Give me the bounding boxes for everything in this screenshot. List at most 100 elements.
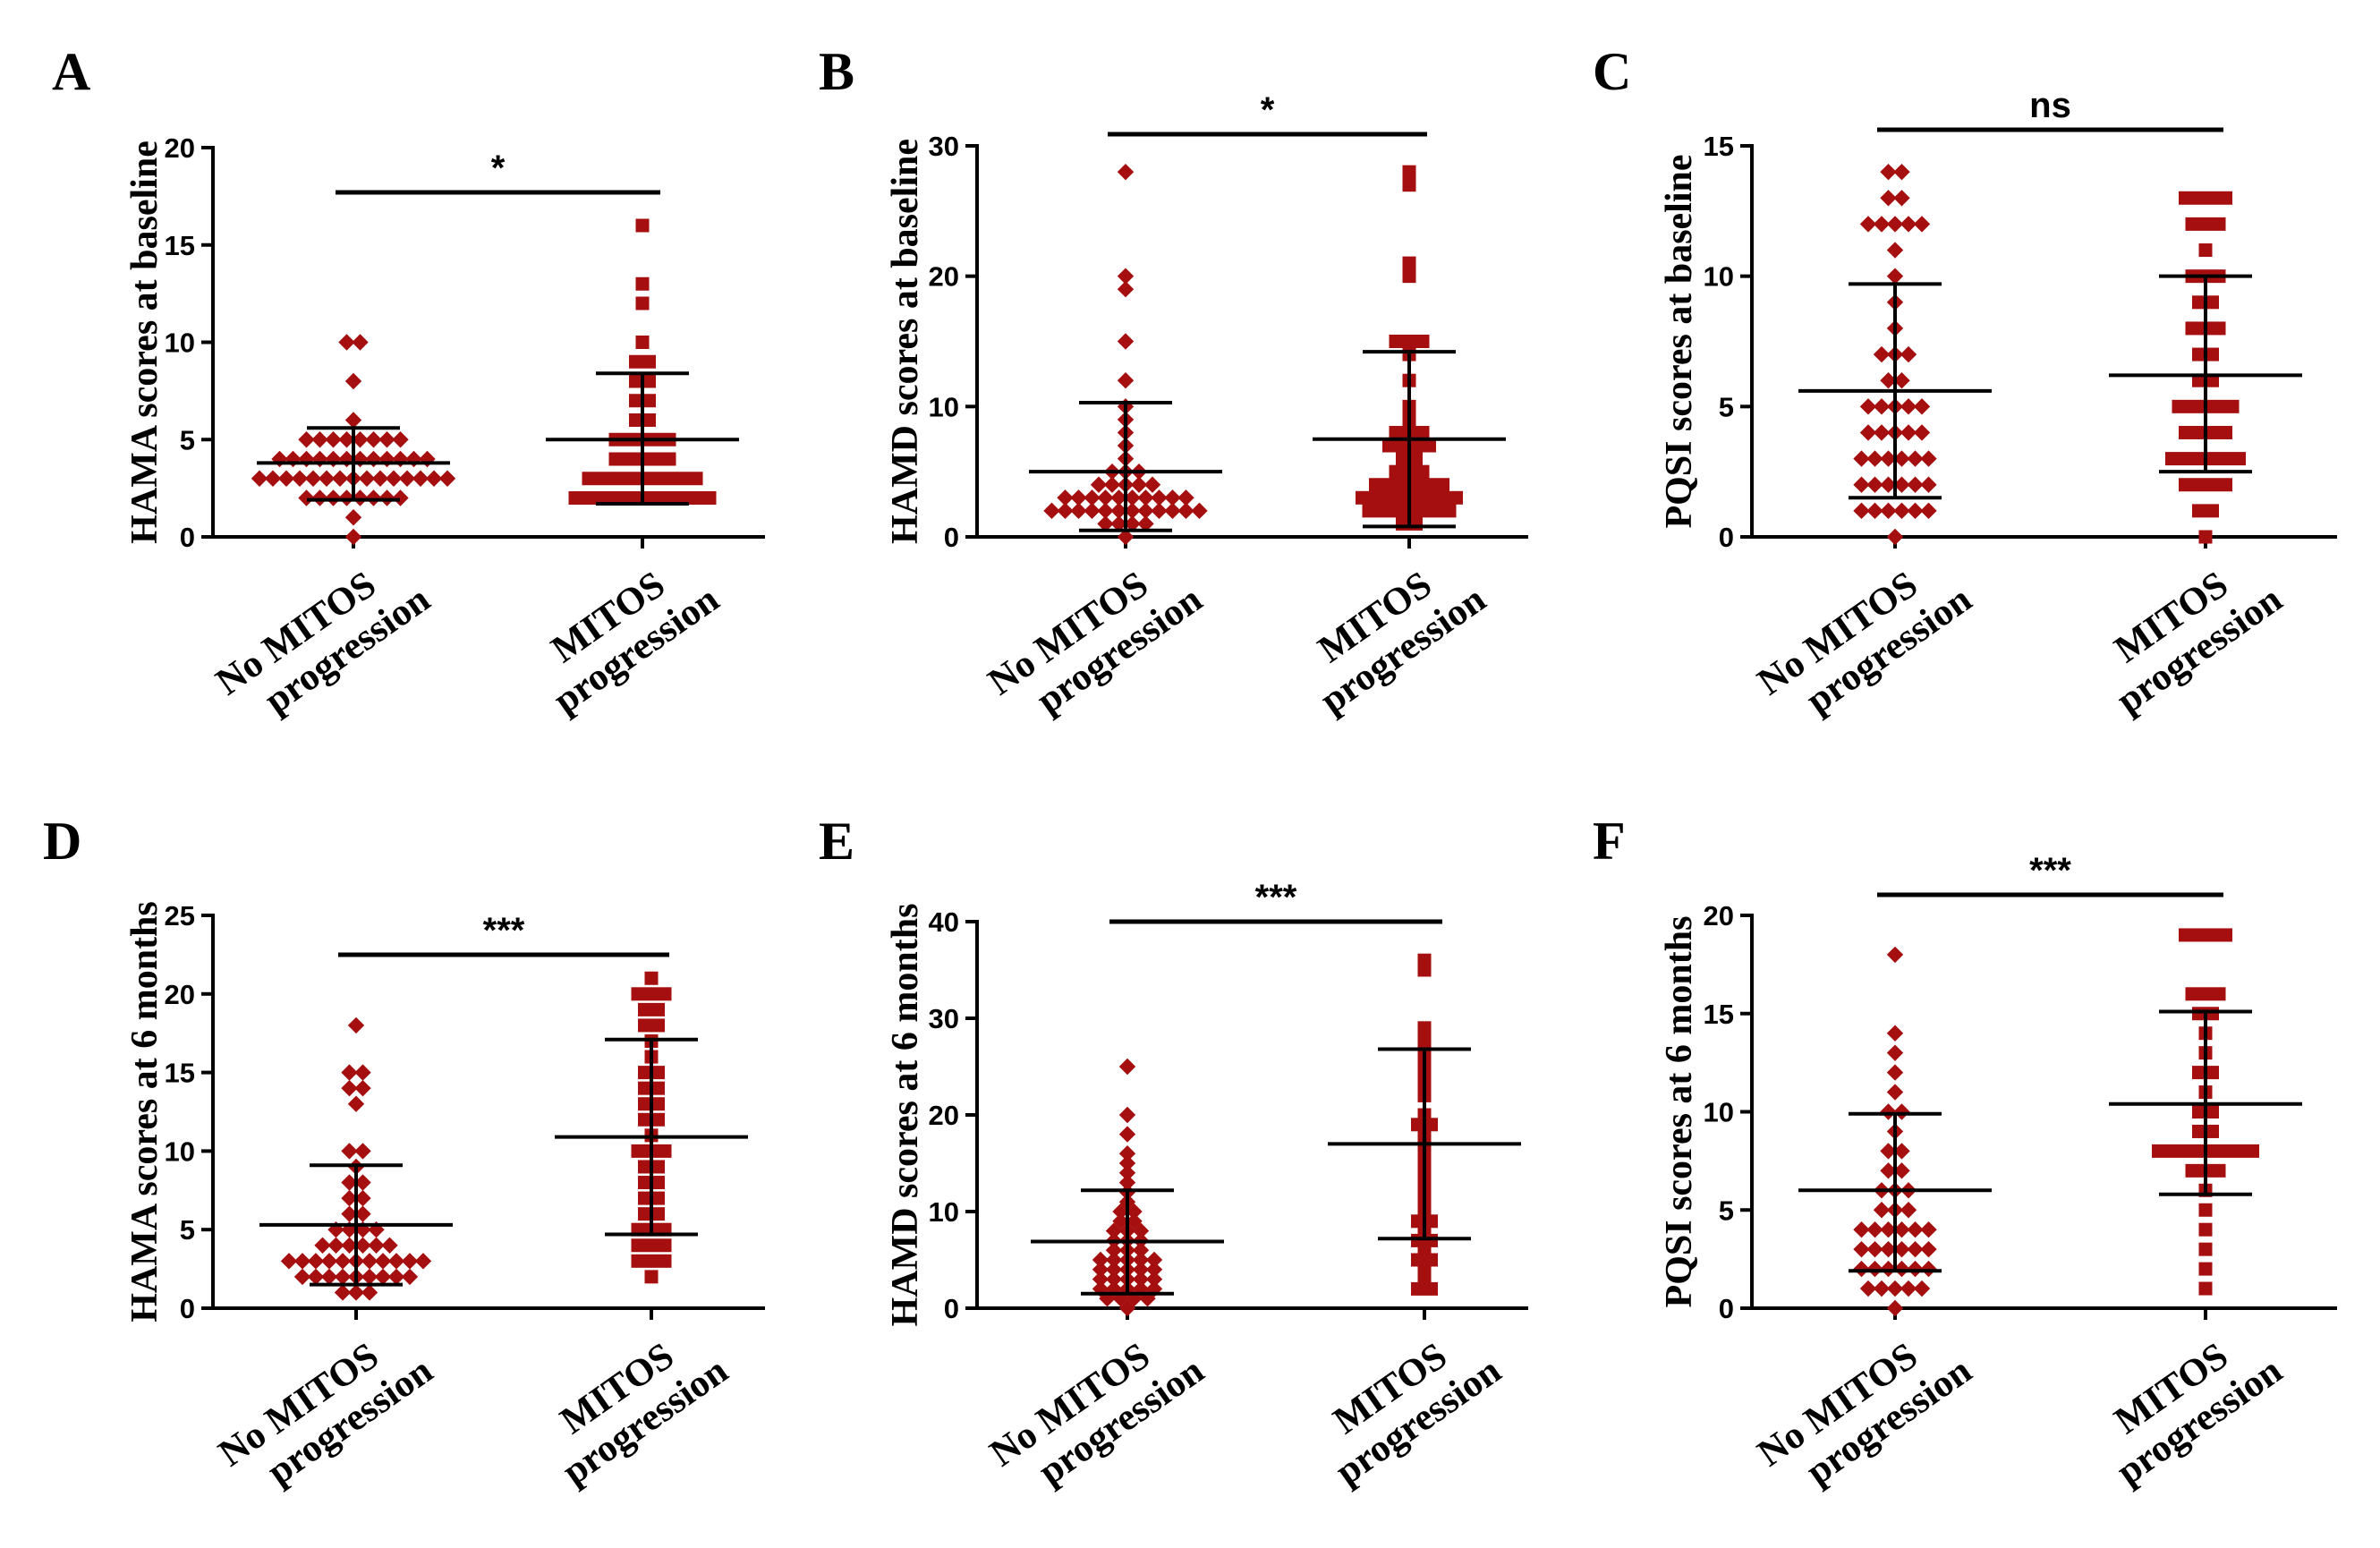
data-point bbox=[1409, 438, 1423, 453]
data-point bbox=[2219, 478, 2232, 492]
data-point bbox=[1117, 281, 1135, 298]
data-point bbox=[1132, 1222, 1150, 1239]
y-tick-label: 10 bbox=[929, 391, 959, 422]
y-tick-label: 25 bbox=[165, 900, 195, 931]
data-point bbox=[2206, 1007, 2219, 1021]
data-point bbox=[334, 1284, 352, 1301]
data-point bbox=[644, 1238, 659, 1253]
data-point bbox=[354, 1174, 371, 1191]
data-point bbox=[1118, 1154, 1136, 1172]
data-point bbox=[608, 472, 623, 486]
data-point bbox=[2192, 1007, 2206, 1021]
data-point bbox=[325, 431, 342, 448]
data-point bbox=[1126, 1203, 1143, 1221]
data-point bbox=[392, 431, 409, 448]
data-point bbox=[354, 1079, 371, 1097]
data-point bbox=[622, 452, 636, 466]
data-point bbox=[277, 470, 295, 487]
data-point bbox=[1907, 1221, 1924, 1238]
data-point bbox=[638, 1097, 651, 1111]
data-point bbox=[651, 1207, 665, 1221]
data-point bbox=[298, 489, 315, 506]
data-point bbox=[1396, 478, 1409, 492]
y-tick-label: 10 bbox=[1704, 1097, 1734, 1128]
data-point bbox=[642, 413, 656, 427]
data-point bbox=[318, 470, 336, 487]
data-point bbox=[2185, 321, 2199, 336]
data-point bbox=[1132, 1271, 1150, 1288]
data-point bbox=[307, 1253, 325, 1270]
data-point bbox=[1873, 1280, 1891, 1297]
y-tick-label: 20 bbox=[929, 261, 959, 293]
data-point bbox=[2198, 987, 2213, 1001]
data-point bbox=[320, 1268, 338, 1286]
data-point bbox=[2198, 1242, 2213, 1256]
data-point bbox=[651, 1191, 665, 1205]
data-point bbox=[378, 489, 395, 506]
data-point bbox=[635, 276, 650, 291]
data-point bbox=[1900, 1280, 1917, 1297]
data-point bbox=[401, 1253, 419, 1270]
data-point bbox=[662, 452, 676, 466]
data-point bbox=[2198, 217, 2213, 231]
data-point bbox=[568, 491, 582, 505]
panel-b: B HAMD scores at baseline 0 10 20 30 No MITOSp… bbox=[819, 42, 1528, 722]
data-point bbox=[651, 1018, 665, 1033]
data-point bbox=[298, 431, 315, 448]
data-point bbox=[1409, 516, 1423, 531]
data-point bbox=[2179, 928, 2192, 942]
data-point bbox=[385, 470, 403, 487]
data-point bbox=[631, 1144, 645, 1158]
data-point bbox=[414, 1253, 432, 1270]
data-point bbox=[1900, 1202, 1917, 1219]
data-point bbox=[412, 470, 429, 487]
data-point bbox=[344, 509, 362, 526]
data-point bbox=[2206, 504, 2219, 518]
data-point bbox=[689, 472, 703, 486]
data-point bbox=[1913, 216, 1931, 233]
data-point bbox=[2192, 1105, 2206, 1118]
data-point bbox=[651, 1112, 665, 1127]
y-tick-label: 10 bbox=[929, 1196, 959, 1228]
data-point bbox=[398, 470, 416, 487]
data-point bbox=[1151, 502, 1168, 520]
data-point bbox=[1132, 1261, 1150, 1278]
data-point bbox=[629, 413, 642, 427]
data-point bbox=[1369, 490, 1382, 505]
data-point bbox=[251, 470, 268, 487]
data-point bbox=[644, 1270, 659, 1284]
y-tick-label: 20 bbox=[165, 132, 195, 164]
data-point bbox=[635, 336, 650, 349]
data-point bbox=[1396, 516, 1409, 531]
data-point bbox=[354, 1237, 371, 1254]
data-point bbox=[1097, 515, 1114, 532]
data-point bbox=[1866, 476, 1883, 493]
y-tick-label: 0 bbox=[1719, 522, 1734, 553]
data-point bbox=[1893, 1240, 1910, 1258]
data-point bbox=[341, 1189, 358, 1207]
y-tick-label: 15 bbox=[1704, 999, 1734, 1030]
data-point bbox=[1436, 478, 1449, 492]
data-point bbox=[2185, 217, 2199, 231]
data-point bbox=[1124, 502, 1141, 520]
data-point bbox=[651, 1097, 665, 1111]
data-point bbox=[1415, 335, 1430, 348]
data-point bbox=[1137, 502, 1154, 520]
data-point bbox=[1880, 476, 1897, 493]
data-point bbox=[1118, 1106, 1136, 1124]
data-point bbox=[338, 334, 355, 351]
data-point bbox=[2206, 1105, 2219, 1118]
data-point bbox=[1880, 372, 1897, 389]
data-point bbox=[1429, 504, 1443, 518]
data-point bbox=[1137, 515, 1154, 532]
data-point bbox=[1859, 424, 1877, 441]
data-point bbox=[1880, 1143, 1897, 1160]
data-point bbox=[438, 470, 456, 487]
data-point bbox=[374, 1268, 392, 1286]
